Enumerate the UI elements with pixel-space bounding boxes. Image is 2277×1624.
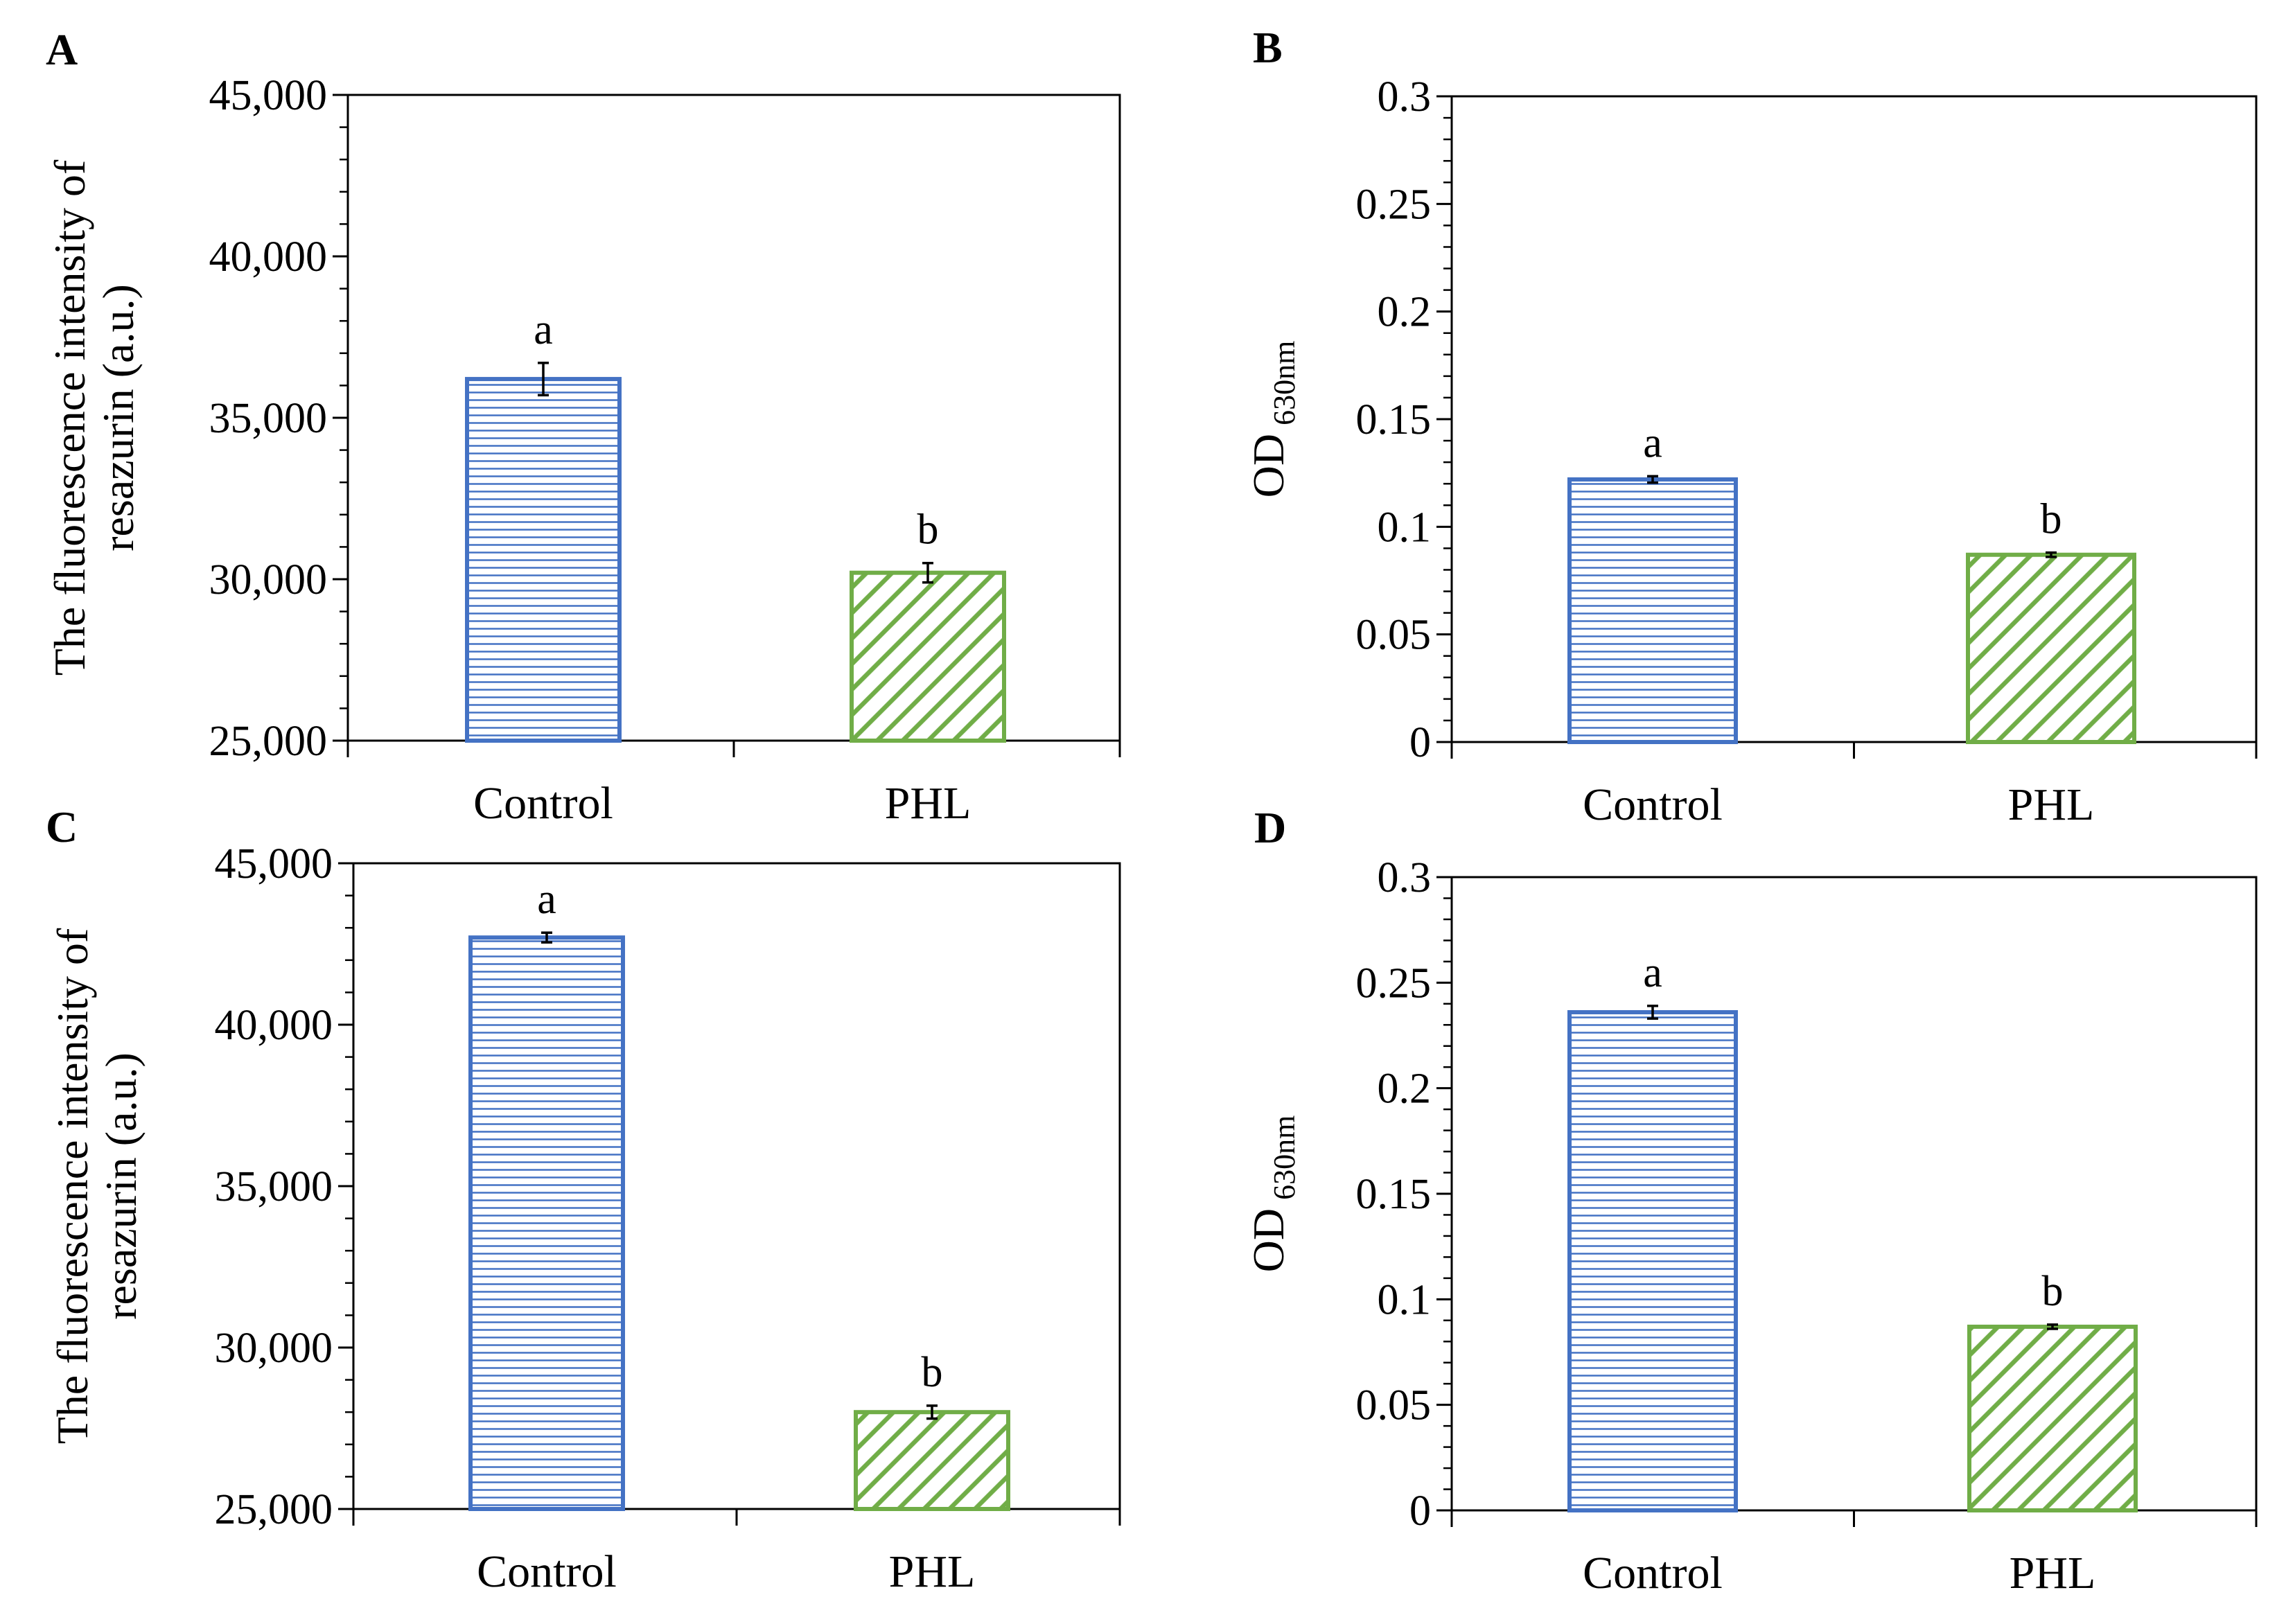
bar-phl <box>850 570 1006 743</box>
y-tick-label: 30,000 <box>209 556 328 603</box>
y-tick-label: 0.05 <box>1356 612 1432 659</box>
significance-letter: a <box>537 876 556 923</box>
panel-a-chart: 25,000 30,000 35,000 40,000 45,000 a Control b P… <box>45 72 1121 829</box>
significance-letter: b <box>2041 496 2062 543</box>
y-tick-label: 0 <box>1409 719 1431 766</box>
bar-control <box>1567 477 1738 745</box>
y-tick-label: 0.1 <box>1378 1276 1432 1323</box>
x-category-label: PHL <box>885 778 972 829</box>
x-category-label: PHL <box>2010 1548 2096 1598</box>
x-category-label: PHL <box>889 1546 976 1597</box>
y-tick-label: 40,000 <box>215 1002 333 1049</box>
y-axis-title: OD630nm <box>1244 341 1301 498</box>
y-tick-label: 0.2 <box>1378 289 1432 336</box>
x-category-label: Control <box>1583 1548 1723 1598</box>
panel-b-chart: 0 0.05 0.1 0.15 0.2 0.25 0.3 a Control b PHL OD630n… <box>1244 73 2258 830</box>
bar-control <box>1567 1009 1738 1512</box>
y-tick-label: 0.3 <box>1378 73 1432 121</box>
y-tick-label: 0.2 <box>1378 1066 1432 1113</box>
panel-letter-d: D <box>1254 803 1286 852</box>
bar-control <box>465 377 622 743</box>
bar-phl <box>1967 1324 2138 1512</box>
y-tick-label: 0.05 <box>1356 1382 1432 1429</box>
y-axis-title: The fluorescence intensity of <box>45 159 94 676</box>
y-tick-label: 0.1 <box>1378 504 1432 551</box>
y-tick-label: 45,000 <box>215 840 333 888</box>
x-category-label: Control <box>1583 779 1723 830</box>
x-category-label: Control <box>477 1546 617 1597</box>
bar-control <box>468 935 625 1512</box>
y-axis-title: OD630nm <box>1244 1115 1301 1273</box>
y-tick-label: 0.25 <box>1356 960 1432 1007</box>
significance-letter: b <box>2042 1268 2064 1315</box>
y-tick-label: 0 <box>1409 1488 1431 1535</box>
panel-letter-c: C <box>46 802 78 851</box>
y-tick-label: 30,000 <box>215 1325 333 1372</box>
y-tick-label: 35,000 <box>215 1163 333 1210</box>
y-tick-label: 25,000 <box>209 718 328 765</box>
significance-letter: a <box>534 306 553 353</box>
significance-letter: a <box>1643 949 1662 996</box>
y-tick-label: 40,000 <box>209 233 328 281</box>
panel-d-chart: 0 0.05 0.1 0.15 0.2 0.25 0.3 a Control b PHL OD630n… <box>1244 854 2258 1598</box>
significance-letter: a <box>1643 419 1662 466</box>
y-tick-label: 45,000 <box>209 72 328 119</box>
x-category-label: Control <box>473 778 613 829</box>
bar-phl <box>1966 552 2136 744</box>
panel-d: D 0 0.05 0.1 0.15 0.2 0.25 0.3 a Control b PHL OD63… <box>1244 803 2258 1598</box>
y-axis-title: The fluorescence intensity of <box>48 928 97 1444</box>
panel-a: A 25,000 30,000 35,000 40,000 45,000 a Control… <box>45 25 1121 829</box>
panel-letter-a: A <box>46 25 78 74</box>
panel-letter-b: B <box>1253 23 1283 72</box>
panel-c: C 25,000 30,000 35,000 40,000 45,000 a Control… <box>46 802 1121 1597</box>
y-axis-title: resazurin (a.u.) <box>96 1052 146 1320</box>
bar-phl <box>854 1410 1010 1511</box>
x-category-label: PHL <box>2008 779 2095 830</box>
significance-letter: b <box>917 506 939 554</box>
y-tick-label: 0.15 <box>1356 1171 1432 1218</box>
y-tick-label: 0.3 <box>1378 854 1432 901</box>
significance-letter: b <box>922 1349 943 1396</box>
y-tick-label: 25,000 <box>215 1486 333 1533</box>
y-tick-label: 0.25 <box>1356 181 1432 228</box>
y-axis-title: resazurin (a.u.) <box>94 284 143 551</box>
panel-c-chart: 25,000 30,000 35,000 40,000 45,000 a Control b P… <box>48 840 1121 1597</box>
panel-b: B 0 0.05 0.1 0.15 0.2 0.25 0.3 a Control b PHL OD63… <box>1244 23 2258 830</box>
y-tick-label: 0.15 <box>1356 396 1432 443</box>
y-tick-label: 35,000 <box>209 395 328 442</box>
